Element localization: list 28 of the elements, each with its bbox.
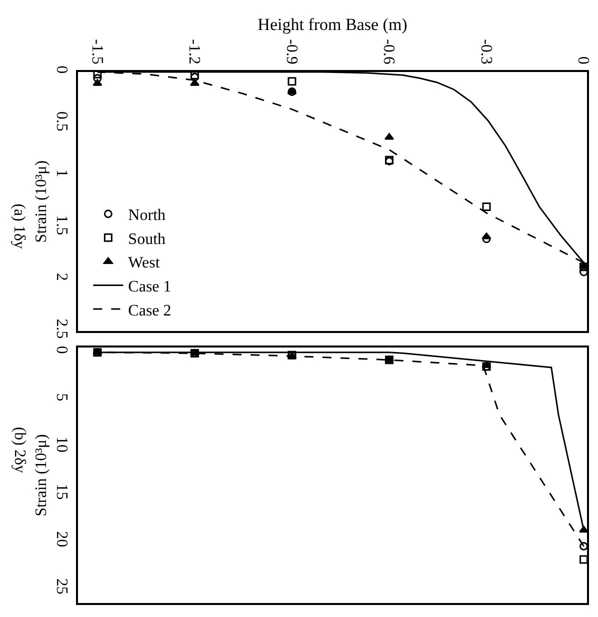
y-tick-label: 15 bbox=[52, 484, 70, 500]
y-axis-title: Strain (10³μ) bbox=[33, 160, 50, 243]
y-tick-label: 20 bbox=[52, 531, 70, 548]
y-tick-label: 10 bbox=[52, 436, 70, 453]
x-tick-label: -0.9 bbox=[282, 39, 300, 64]
y-tick-label: 0 bbox=[52, 66, 70, 74]
y-tick-label: 2.5 bbox=[52, 318, 70, 339]
x-axis-title: Height from Base (m) bbox=[258, 15, 408, 34]
legend-label: Case 2 bbox=[128, 302, 172, 320]
y-tick-label: 2 bbox=[52, 272, 70, 281]
x-tick-label: -0.3 bbox=[477, 39, 494, 64]
x-tick-label: 0 bbox=[574, 56, 592, 64]
text: (b) 2δy bbox=[10, 426, 28, 474]
legend-label: South bbox=[128, 230, 166, 248]
y-tick-label: 5 bbox=[52, 393, 70, 402]
y-tick-label: 1.5 bbox=[52, 215, 70, 236]
legend-label: West bbox=[128, 254, 160, 272]
legend-label: North bbox=[128, 207, 166, 224]
text: (a) 1δy bbox=[10, 204, 28, 249]
y-axis-title: Strain (10³μ) bbox=[33, 434, 50, 516]
x-tick-label: -1.5 bbox=[88, 39, 106, 64]
y-tick-label: 1 bbox=[52, 169, 70, 178]
y-tick-label: 25 bbox=[52, 578, 70, 594]
y-tick-label: 0.5 bbox=[52, 111, 70, 132]
x-tick-label: -1.2 bbox=[186, 39, 203, 64]
x-tick-label: -0.6 bbox=[380, 39, 398, 64]
y-tick-label: 0 bbox=[52, 346, 70, 354]
legend-label: Case 1 bbox=[128, 278, 172, 296]
